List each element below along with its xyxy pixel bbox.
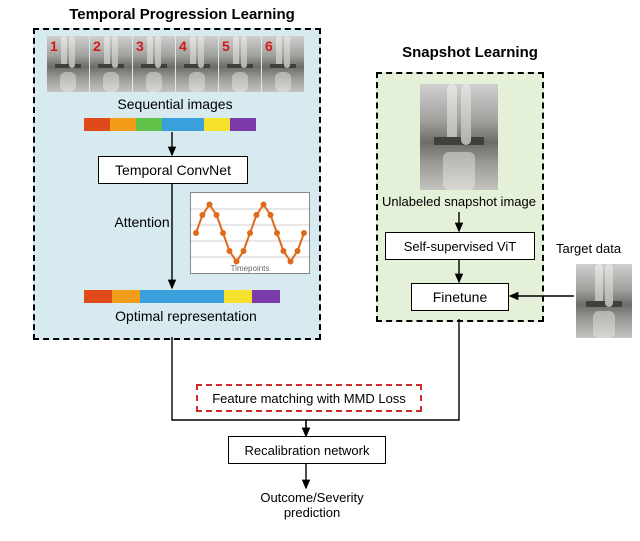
finetune-label: Finetune [433, 289, 487, 305]
finetune-box: Finetune [411, 283, 509, 311]
recal-net-label: Recalibration network [244, 443, 369, 458]
mmd-loss-box: Feature matching with MMD Loss [196, 384, 422, 412]
unlabeled-snap-label: Unlabeled snapshot image [374, 194, 544, 209]
sequential-images: 123456 [47, 36, 304, 92]
snap-title: Snapshot Learning [400, 44, 540, 61]
tpl-title: Temporal Progression Learning [62, 6, 302, 23]
feature-bar-1 [84, 118, 264, 131]
mmd-loss-label: Feature matching with MMD Loss [212, 391, 406, 406]
seq-images-label: Sequential images [95, 96, 255, 112]
feature-bar-2 [84, 290, 294, 303]
snap-down [306, 319, 459, 436]
seq-xray-5: 5 [219, 36, 261, 92]
outcome-label: Outcome/Severity prediction [242, 490, 382, 520]
optimal-rep-label: Optimal representation [86, 308, 286, 324]
target-data-label: Target data [556, 241, 640, 256]
svg-text:Timepoints: Timepoints [231, 264, 270, 273]
figure-stage: Temporal Progression Learning Snapshot L… [0, 0, 640, 541]
temporal-convnet-box: Temporal ConvNet [98, 156, 248, 184]
recal-net-box: Recalibration network [228, 436, 386, 464]
seq-xray-2: 2 [90, 36, 132, 92]
target-xray [576, 264, 632, 338]
seq-xray-4: 4 [176, 36, 218, 92]
temporal-convnet-label: Temporal ConvNet [115, 162, 231, 178]
seq-xray-1: 1 [47, 36, 89, 92]
seq-xray-6: 6 [262, 36, 304, 92]
attention-label: Attention [102, 214, 182, 230]
self-sup-vit-label: Self-supervised ViT [404, 239, 516, 254]
seq-xray-3: 3 [133, 36, 175, 92]
self-sup-vit-box: Self-supervised ViT [385, 232, 535, 260]
attention-chart: Timepoints [190, 192, 310, 274]
snapshot-xray [420, 84, 498, 190]
